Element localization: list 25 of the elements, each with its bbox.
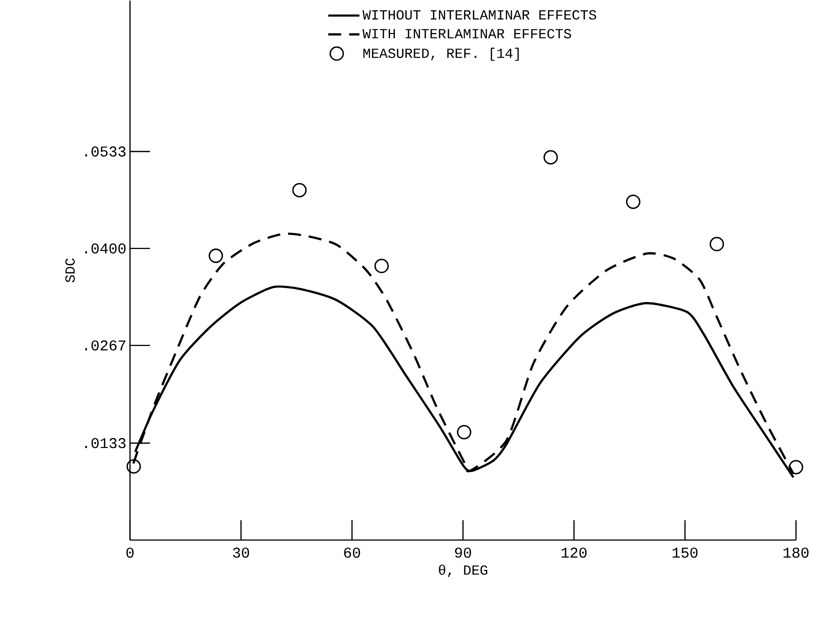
y-tick-label: .0133 [85,438,126,448]
point [788,460,804,475]
x-axis-title: θ, DEG [438,564,488,578]
point [208,248,224,264]
x-tick-label: 150 [672,548,698,558]
y-tick-label: .0400 [85,244,126,254]
point [374,258,389,274]
point [456,425,472,440]
point [626,194,640,210]
legend-label: WITHOUT INTERLAMINAR EFFECTS [362,10,596,20]
x-tick-label: 30 [232,548,250,558]
legend-label: WITH INTERLAMINAR EFFECTS [362,29,572,39]
point [543,150,558,165]
legend-label: MEASURED, REF. [14] [363,48,519,61]
point [126,459,141,474]
point [292,183,307,198]
y-tick-label: .0533 [85,146,126,157]
x-tick-label: 60 [344,548,360,558]
x-tick-label: 180 [784,548,809,558]
x-tick-label: 120 [562,548,587,558]
point [710,237,724,252]
x-tick-label: 0 [126,548,134,558]
x-tick-label: 90 [455,548,472,558]
y-tick-label: .0267 [85,340,126,351]
y-axis-title: SDC [65,258,75,283]
